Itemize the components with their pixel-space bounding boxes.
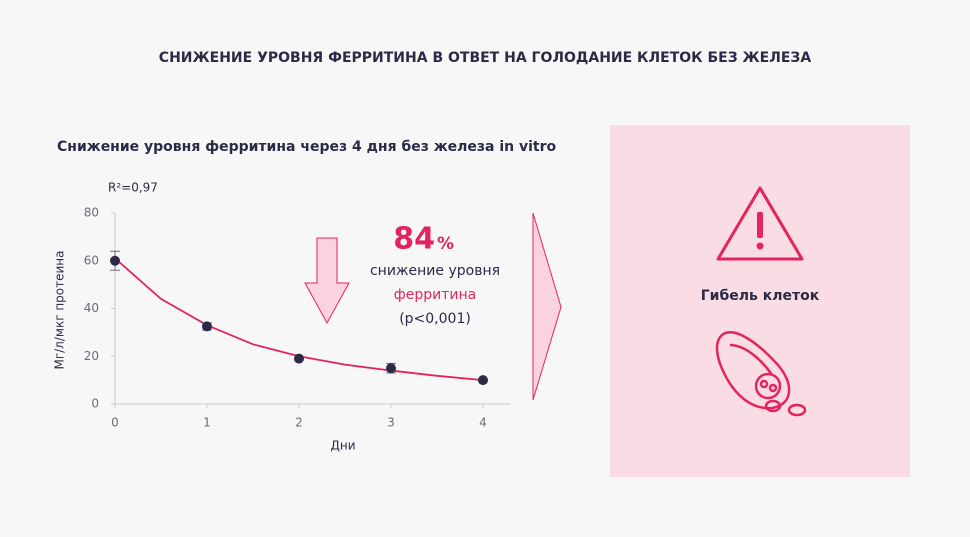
x-tick-label: 4 bbox=[479, 416, 487, 430]
page-title: СНИЖЕНИЕ УРОВНЯ ФЕРРИТИНА В ОТВЕТ НА ГОЛ… bbox=[159, 50, 812, 66]
warning-icon bbox=[757, 212, 763, 238]
y-tick-label: 80 bbox=[84, 206, 99, 220]
x-axis-label: Дни bbox=[330, 439, 355, 453]
warning-icon bbox=[716, 186, 804, 261]
annotation-unit: % bbox=[437, 234, 454, 254]
y-tick-label: 0 bbox=[91, 397, 99, 411]
x-tick-label: 0 bbox=[111, 416, 119, 430]
data-point bbox=[202, 321, 212, 332]
x-tick-label: 3 bbox=[387, 416, 395, 430]
cell-icon bbox=[715, 331, 807, 417]
data-point bbox=[478, 375, 488, 386]
data-point bbox=[110, 255, 120, 266]
r-squared: R²=0,97 bbox=[108, 181, 158, 195]
data-point bbox=[386, 363, 396, 374]
annotation-line: снижение уровня bbox=[370, 263, 500, 279]
chevron bbox=[532, 212, 562, 401]
y-tick-label: 20 bbox=[84, 349, 99, 363]
y-axis-label: Мг/л/мкг протеина bbox=[53, 250, 67, 369]
annotation-line: (p<0,001) bbox=[399, 311, 471, 327]
x-tick-label: 1 bbox=[203, 416, 211, 430]
annotation-value: 84 bbox=[393, 222, 435, 257]
y-tick-label: 60 bbox=[84, 253, 99, 267]
warning-icon bbox=[756, 242, 764, 250]
chart-subtitle: Снижение уровня ферритина через 4 дня бе… bbox=[57, 139, 557, 155]
data-point bbox=[294, 353, 304, 364]
y-tick-label: 40 bbox=[84, 301, 99, 315]
down-arrow bbox=[304, 237, 350, 325]
x-tick-label: 2 bbox=[295, 416, 303, 430]
result-panel bbox=[610, 125, 910, 477]
annotation-line: ферритина bbox=[394, 287, 476, 303]
panel-label: Гибель клеток bbox=[701, 288, 820, 304]
